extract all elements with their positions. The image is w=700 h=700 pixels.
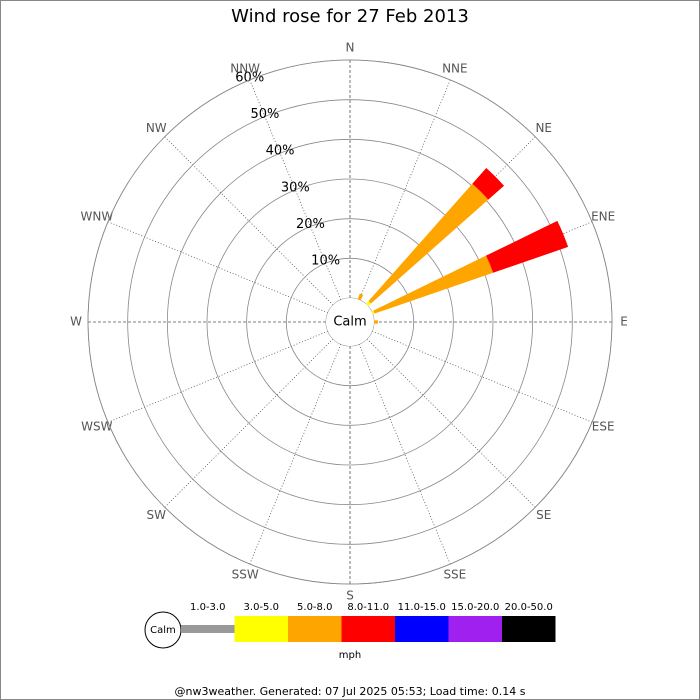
grid-ring	[127, 99, 573, 545]
legend-label: 5.0-8.0	[297, 602, 332, 613]
legend-swatch	[181, 625, 235, 633]
legend-swatch	[448, 616, 502, 642]
direction-label: NW	[146, 121, 167, 135]
r-tick-label: 60%	[235, 70, 264, 85]
calm-circle	[326, 298, 374, 346]
direction-label: SSE	[443, 568, 466, 582]
grid-ring	[166, 138, 534, 506]
direction-label: W	[70, 315, 82, 329]
wedge	[357, 293, 364, 301]
wedge	[371, 310, 375, 315]
direction-label: N	[346, 41, 355, 55]
legend-calm-label: Calm	[150, 625, 176, 636]
r-tick-label: 40%	[266, 144, 295, 159]
wedge	[373, 320, 378, 324]
r-tick-label: 50%	[250, 107, 279, 122]
unit-label: mph	[339, 650, 361, 661]
direction-label: SE	[536, 508, 551, 522]
legend-label: 11.0-15.0	[398, 602, 446, 613]
legend-swatch	[234, 616, 288, 642]
legend-label: 3.0-5.0	[244, 602, 279, 613]
direction-label: WSW	[81, 419, 112, 433]
legend-swatch	[502, 616, 556, 642]
direction-label: ESE	[592, 419, 615, 433]
legend-label: 20.0-50.0	[505, 602, 553, 613]
legend-label: 8.0-11.0	[347, 602, 389, 613]
grid-ring	[206, 178, 494, 466]
direction-label: NE	[535, 121, 552, 135]
wedge	[373, 255, 494, 314]
wedge	[472, 167, 505, 200]
r-tick-label: 10%	[311, 254, 340, 269]
direction-label: E	[620, 315, 628, 329]
legend-label: 15.0-20.0	[451, 602, 499, 613]
direction-label: WNW	[80, 210, 113, 224]
direction-label: S	[346, 589, 354, 603]
direction-label: ENE	[591, 210, 615, 224]
direction-label: SSW	[232, 568, 259, 582]
direction-label: SW	[147, 508, 167, 522]
wedge	[365, 301, 371, 307]
legend-swatch	[288, 616, 342, 642]
calm-label: Calm	[333, 315, 366, 330]
r-tick-label: 30%	[281, 180, 310, 195]
legend-swatch	[395, 616, 449, 642]
outer-ring	[87, 59, 613, 585]
r-tick-label: 20%	[296, 217, 325, 232]
wedge	[368, 183, 489, 304]
direction-label: NNW	[230, 61, 260, 75]
legend-label: 1.0-3.0	[190, 602, 225, 613]
direction-label: NNE	[442, 61, 468, 75]
wedge	[486, 220, 569, 273]
grid-ring	[246, 218, 454, 426]
footer: @nw3weather. Generated: 07 Jul 2025 05:5…	[175, 685, 526, 698]
legend-swatch	[341, 616, 395, 642]
chart-title: Wind rose for 27 Feb 2013	[231, 6, 469, 27]
grid-ring	[285, 257, 415, 387]
